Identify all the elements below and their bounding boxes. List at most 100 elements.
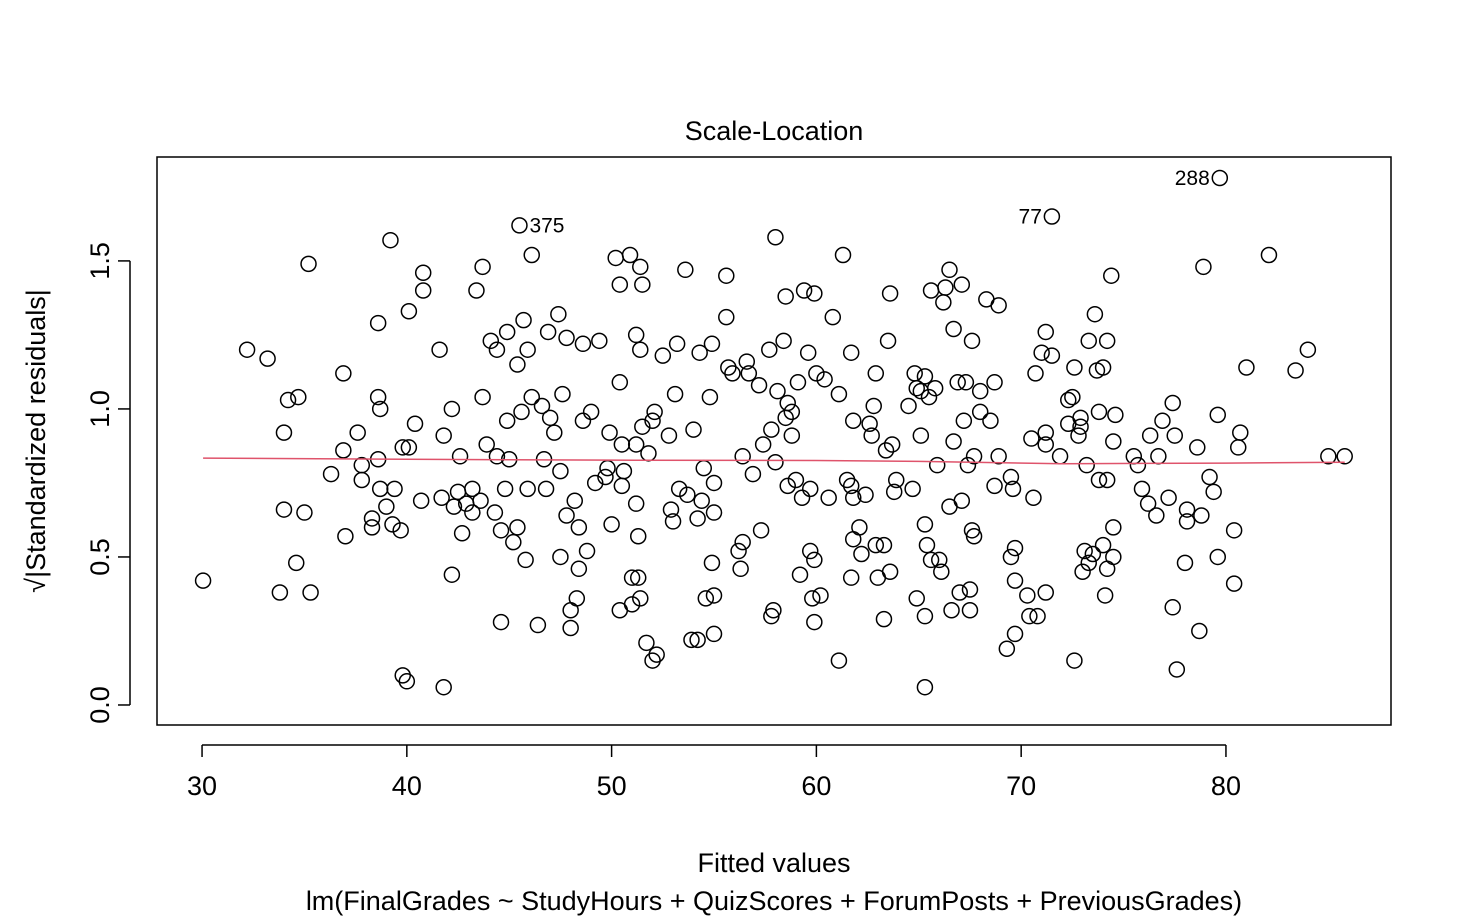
point <box>1006 572 1024 589</box>
point <box>1225 522 1243 539</box>
point <box>881 285 899 302</box>
point <box>1025 489 1042 507</box>
point <box>959 456 977 474</box>
point <box>928 456 946 474</box>
point <box>492 522 510 539</box>
point <box>732 560 749 578</box>
point <box>830 652 848 669</box>
point <box>767 228 784 246</box>
point <box>1094 359 1112 376</box>
point <box>1066 652 1083 669</box>
point <box>335 442 352 459</box>
point <box>806 613 823 631</box>
point <box>865 397 882 415</box>
point <box>916 678 934 696</box>
point <box>953 276 971 293</box>
point-label: 288 <box>1175 167 1210 190</box>
point <box>1037 323 1054 341</box>
point <box>951 584 968 601</box>
point <box>703 554 721 572</box>
point <box>646 403 663 421</box>
point <box>670 480 688 498</box>
point <box>953 492 971 509</box>
point <box>820 489 837 507</box>
point <box>1105 433 1122 450</box>
point <box>386 480 403 498</box>
x-axis-label: Fitted values <box>697 848 850 878</box>
point <box>931 551 948 569</box>
plot-frame <box>156 156 1392 726</box>
point <box>705 474 723 492</box>
point <box>1178 501 1196 518</box>
point <box>406 415 424 432</box>
x-tick-label: 80 <box>1211 771 1241 801</box>
point <box>744 465 762 483</box>
point <box>591 332 608 350</box>
point <box>1201 468 1218 486</box>
point <box>287 554 305 572</box>
point <box>384 516 401 533</box>
point <box>1160 489 1177 507</box>
point <box>916 516 934 533</box>
point <box>1037 424 1054 441</box>
point <box>1080 332 1097 350</box>
point <box>801 542 819 560</box>
point <box>1002 468 1020 486</box>
point <box>842 344 860 361</box>
point <box>1023 430 1040 447</box>
point <box>761 341 778 358</box>
point <box>705 587 723 604</box>
x-tick-label: 30 <box>187 771 217 801</box>
point <box>443 566 461 583</box>
point <box>734 448 751 465</box>
point <box>574 335 592 353</box>
point <box>629 569 647 586</box>
point <box>920 388 938 406</box>
point <box>666 385 684 403</box>
point-label: 375 <box>529 214 564 237</box>
point <box>523 246 540 264</box>
point <box>806 285 823 302</box>
point <box>1260 246 1278 264</box>
point <box>691 344 708 361</box>
point <box>679 486 696 504</box>
point <box>363 510 381 527</box>
point <box>433 489 450 507</box>
point <box>654 347 672 364</box>
point <box>412 492 430 509</box>
point <box>513 403 530 421</box>
point <box>537 480 555 498</box>
point <box>632 258 649 276</box>
chart-title: Scale-Location <box>685 116 864 146</box>
point <box>689 510 706 527</box>
point <box>881 563 899 581</box>
point <box>1211 169 1229 187</box>
point <box>918 536 936 554</box>
point <box>474 388 491 406</box>
point <box>392 522 409 539</box>
point <box>705 625 723 643</box>
point <box>754 436 772 453</box>
point <box>965 527 983 545</box>
point <box>812 587 829 604</box>
point <box>464 504 481 521</box>
point <box>986 477 1003 495</box>
y-tick-label: 1.5 <box>85 242 115 280</box>
point <box>705 504 723 521</box>
point <box>533 397 551 415</box>
point <box>1080 554 1097 572</box>
point <box>1072 409 1089 427</box>
point <box>1107 406 1124 424</box>
point <box>519 341 536 358</box>
point <box>685 421 702 438</box>
point <box>552 548 569 566</box>
point <box>808 365 825 382</box>
point <box>883 436 901 453</box>
point <box>718 308 735 326</box>
point <box>912 427 930 444</box>
point <box>1141 427 1159 444</box>
point <box>908 379 925 397</box>
point <box>238 341 256 358</box>
point <box>982 412 999 430</box>
